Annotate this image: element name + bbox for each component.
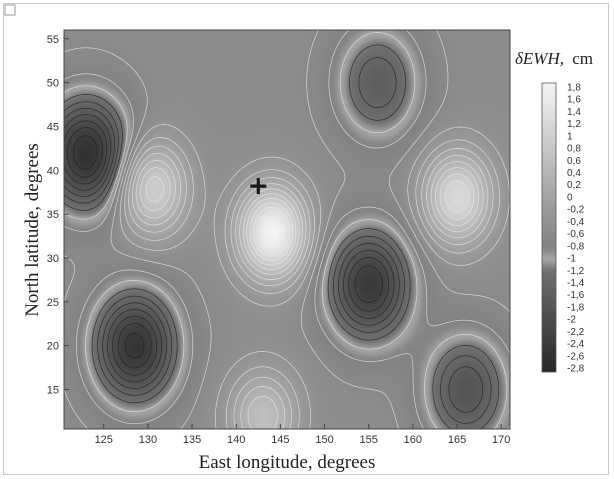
colorbar-tick-label: 0,4 <box>567 168 581 179</box>
y-tick-label: 15 <box>47 385 59 397</box>
contour-line <box>64 57 492 424</box>
colorbar-tick-label: -1,8 <box>567 302 585 313</box>
x-axis-title: East longitude, degrees <box>199 452 376 473</box>
contour-line <box>256 211 287 252</box>
contour-line <box>66 127 383 369</box>
contour-line <box>124 137 500 429</box>
x-axis-ticks: 125 130 135 140 145 150 155 160 165 170 <box>95 424 510 446</box>
x-tick-label: 130 <box>139 434 157 446</box>
contour-line <box>64 30 510 429</box>
y-tick-label: 25 <box>47 297 59 309</box>
x-tick-label: 170 <box>492 434 510 446</box>
colorbar-tick-label: 1,8 <box>567 83 581 94</box>
contour-line <box>119 124 510 429</box>
contour-line <box>72 135 145 359</box>
colorbar-tick-label: 1 <box>567 131 573 142</box>
x-tick-label: 140 <box>227 434 245 446</box>
y-tick-label: 35 <box>47 209 59 221</box>
colorbar-tick-label: -2,6 <box>567 351 585 362</box>
colorbar-tick-label: -1 <box>567 254 576 265</box>
plot-border <box>63 29 511 430</box>
figure-frame <box>3 3 609 475</box>
resize-handle-icon[interactable] <box>4 4 16 16</box>
x-tick-label: 150 <box>315 434 333 446</box>
y-axis-ticks: 15 20 25 30 35 40 45 50 55 <box>47 34 69 397</box>
colorbar: δEWH, cm 1,81,61,41,210,80,60,40,20-0,2-… <box>515 49 593 375</box>
x-tick-label: 125 <box>95 434 113 446</box>
contour-line <box>64 120 390 376</box>
colorbar-tick-label: -0,6 <box>567 229 585 240</box>
colorbar-gradient <box>542 83 556 372</box>
colorbar-tick-label: 1,6 <box>567 95 581 106</box>
colorbar-tick-label: 1,4 <box>567 107 581 118</box>
contour-line <box>64 32 508 429</box>
colorbar-tick-label: -2,2 <box>567 327 585 338</box>
contour-line <box>64 114 395 383</box>
x-tick-label: 135 <box>183 434 201 446</box>
contour-line <box>249 180 469 261</box>
colorbar-tick-label: 0,8 <box>567 144 581 155</box>
colorbar-unit: cm <box>572 49 593 68</box>
colorbar-tick-label: -1,2 <box>567 266 585 277</box>
x-tick-label: 165 <box>448 434 466 446</box>
y-tick-label: 20 <box>47 341 59 353</box>
contour-line <box>64 30 510 429</box>
x-tick-label: 155 <box>360 434 378 446</box>
colorbar-tick-label: 0,2 <box>567 180 581 191</box>
contour-line <box>145 173 475 266</box>
colorbar-tick-label: -1,6 <box>567 290 585 301</box>
y-axis-title: North latitude, degrees <box>22 143 43 317</box>
plus-marker-icon <box>250 178 267 195</box>
contour-line <box>135 160 484 429</box>
colorbar-tick-label: -2 <box>567 315 576 326</box>
y-tick-label: 30 <box>47 253 59 265</box>
colorbar-tick-label: -2,4 <box>567 339 585 350</box>
plot-area: 125 130 135 140 145 150 155 160 165 170 15 20 25 30 3… <box>47 29 511 446</box>
heatmap-field <box>64 30 510 429</box>
contour-line <box>140 167 480 270</box>
colorbar-symbol: δEWH, <box>515 49 564 68</box>
x-tick-label: 160 <box>404 434 422 446</box>
y-tick-label: 50 <box>47 78 59 90</box>
contour-line <box>252 206 290 257</box>
colorbar-ticks: 1,81,61,41,21 0,80,60,40,20 -0,2-0,4-0,6-0… <box>567 83 585 375</box>
contour-line <box>64 44 500 429</box>
x-tick-label: 145 <box>271 434 289 446</box>
colorbar-tick-label: 0,6 <box>567 156 581 167</box>
colorbar-tick-label: 0 <box>567 192 573 203</box>
colorbar-tick-label: -0,2 <box>567 205 585 216</box>
colorbar-tick-label: -0,8 <box>567 241 585 252</box>
contour-line <box>64 107 484 413</box>
colorbar-tick-label: 1,2 <box>567 119 581 130</box>
contour-line <box>128 145 494 429</box>
contour-line <box>261 218 282 246</box>
contour-lines <box>64 30 510 429</box>
colorbar-tick-label: -2,8 <box>567 364 585 375</box>
y-tick-label: 55 <box>47 34 59 46</box>
y-tick-label: 45 <box>47 121 59 133</box>
contour-line <box>131 153 489 429</box>
colorbar-tick-label: -1,4 <box>567 278 585 289</box>
colorbar-tick-label: -0,4 <box>567 217 585 228</box>
y-tick-label: 40 <box>47 165 59 177</box>
colorbar-title: δEWH, cm <box>515 49 593 68</box>
colorbar-border <box>541 82 557 373</box>
